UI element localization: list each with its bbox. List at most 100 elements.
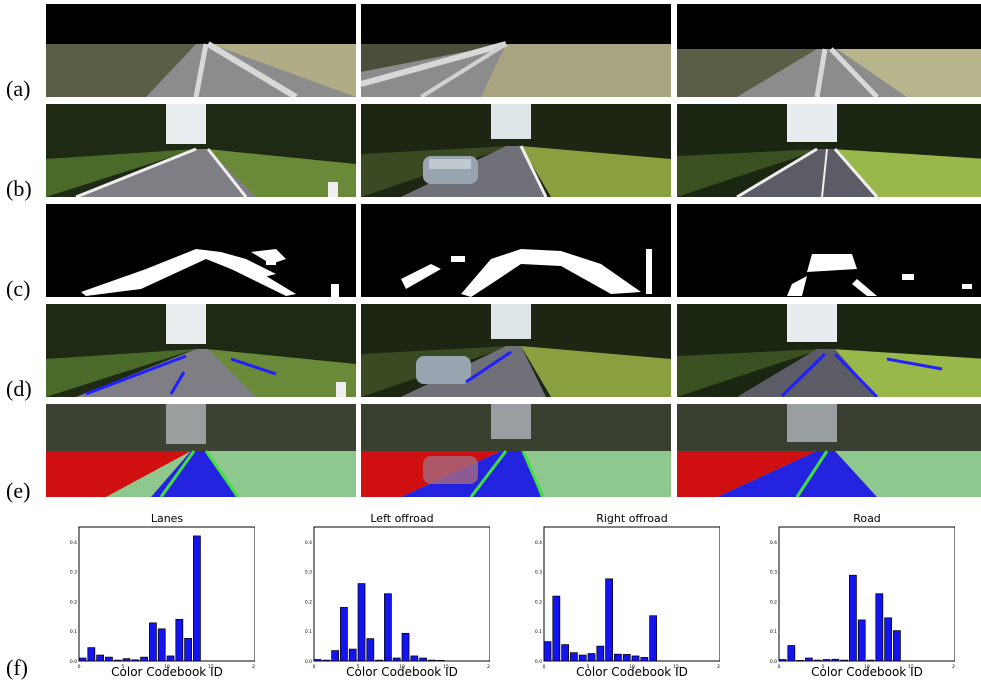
histogram-bar	[375, 659, 383, 662]
x-tick-label: 0	[313, 664, 316, 670]
histogram-bar	[578, 654, 587, 662]
y-tick-label: 0.3	[535, 570, 542, 576]
histogram-bar	[166, 655, 175, 662]
y-tick-label: 0.1	[535, 629, 542, 635]
x-tick-label: 5	[122, 664, 125, 670]
synthetic-road-image-3	[677, 4, 981, 97]
histogram-bar	[78, 657, 87, 662]
histogram-bar	[805, 657, 813, 662]
chart-title: Road	[853, 512, 881, 525]
histogram-bar	[428, 659, 436, 662]
histogram-bar	[384, 593, 392, 662]
lane-detection-1	[46, 304, 356, 397]
histogram-bar	[587, 653, 596, 662]
x-tick-label: 10	[164, 664, 170, 670]
x-axis-label: Color Codebook ID	[111, 665, 223, 679]
y-tick-label: 0.2	[305, 599, 312, 605]
histogram-bar	[631, 655, 640, 662]
histogram-bar	[866, 659, 875, 662]
histogram-bar	[340, 607, 348, 662]
synthetic-road-image-1	[46, 4, 356, 97]
plot-frame	[78, 526, 255, 662]
plot-frame	[778, 526, 955, 662]
y-tick-label: 0.1	[770, 629, 777, 635]
x-tick-label: 5	[822, 664, 825, 670]
x-tick-label: 0	[778, 664, 781, 670]
histogram-bar	[787, 645, 796, 662]
lane-detection-2	[361, 304, 671, 397]
histogram-bar	[96, 654, 104, 662]
segmentation-overlay-1	[46, 404, 356, 497]
histogram-bar	[640, 657, 649, 662]
x-tick-label: 20	[252, 664, 255, 670]
histogram-bar	[884, 617, 892, 662]
x-tick-label: 10	[864, 664, 870, 670]
histogram-bar	[436, 660, 445, 662]
x-tick-label: 15	[673, 664, 679, 670]
histogram-bar	[331, 650, 339, 662]
chart-title: Left offroad	[370, 512, 433, 525]
histogram-bar	[778, 659, 787, 662]
segmentation-overlay-3	[677, 404, 981, 497]
histogram-bar	[605, 578, 613, 662]
y-tick-label: 0.2	[535, 599, 542, 605]
binary-mask-3	[677, 204, 981, 297]
histogram-left-offroad: Left offroad 0 5 10 15 20 0.0 0.1 0.2 0.3 0.4 Color…	[290, 510, 490, 680]
histogram-bar	[649, 615, 657, 662]
plot-frame	[543, 526, 720, 662]
histogram-bar	[193, 535, 201, 662]
x-axis-label: Color Codebook ID	[346, 665, 458, 679]
y-tick-label: 0.3	[770, 570, 777, 576]
histogram-lanes: Lanes 0 5 10 15 20 0.0 0.1 0.2 0.3 0.4 Color Codebo…	[55, 510, 255, 680]
road-photo-2	[361, 104, 671, 197]
histogram-bar	[410, 655, 419, 662]
x-tick-label: 0	[78, 664, 81, 670]
histogram-bar	[831, 658, 840, 662]
histogram-bar	[392, 657, 401, 662]
road-photo-1	[46, 104, 356, 197]
road-photo-3	[677, 104, 981, 197]
segmentation-overlay-2	[361, 404, 671, 497]
chart-title: Lanes	[151, 512, 184, 525]
x-tick-label: 5	[587, 664, 590, 670]
histogram-bar	[840, 659, 848, 662]
x-tick-label: 10	[399, 664, 405, 670]
histogram-bar	[366, 638, 375, 662]
x-axis-label: Color Codebook ID	[576, 665, 688, 679]
histogram-bar	[313, 659, 322, 662]
x-tick-label: 5	[357, 664, 360, 670]
y-tick-label: 0.2	[70, 599, 77, 605]
histogram-bar	[813, 659, 822, 662]
y-tick-label: 0.4	[305, 540, 312, 546]
histogram-bar	[893, 630, 901, 662]
histogram-bar	[622, 654, 631, 662]
row-label-e: (e)	[6, 478, 31, 503]
y-tick-label: 0.4	[70, 540, 77, 546]
histogram-bar	[357, 583, 366, 662]
chart-title: Right offroad	[596, 512, 668, 525]
histogram-bar	[87, 647, 96, 662]
histogram-bar	[543, 641, 552, 662]
x-axis-label: Color Codebook ID	[811, 665, 923, 679]
histogram-bar	[419, 657, 427, 662]
histogram-bar	[105, 656, 113, 662]
histogram-bar	[322, 659, 331, 662]
x-tick-label: 20	[487, 664, 490, 670]
row-label-a: (a)	[6, 76, 31, 101]
histogram-bar	[614, 653, 622, 662]
histogram-bar	[561, 644, 569, 662]
y-tick-label: 0.0	[305, 659, 312, 665]
histogram-bar	[401, 632, 410, 662]
row-label-d: (d)	[6, 376, 32, 401]
row-label-f: (f)	[6, 655, 28, 680]
binary-mask-2	[361, 204, 671, 297]
x-tick-label: 20	[952, 664, 955, 670]
histogram-road: Road 0 5 10 15 20 0.0 0.1 0.2 0.3 0.4 Color Codeboo…	[755, 510, 955, 680]
histogram-bar	[175, 618, 184, 662]
histogram-bar	[113, 659, 122, 662]
histogram-right-offroad: Right offroad 0 5 10 15 20 0.0 0.1 0.2 0.3 0.4 Colo…	[520, 510, 720, 680]
histogram-bar	[552, 595, 561, 662]
histogram-bar	[122, 658, 131, 662]
x-tick-label: 15	[908, 664, 914, 670]
y-tick-label: 0.1	[70, 629, 77, 635]
